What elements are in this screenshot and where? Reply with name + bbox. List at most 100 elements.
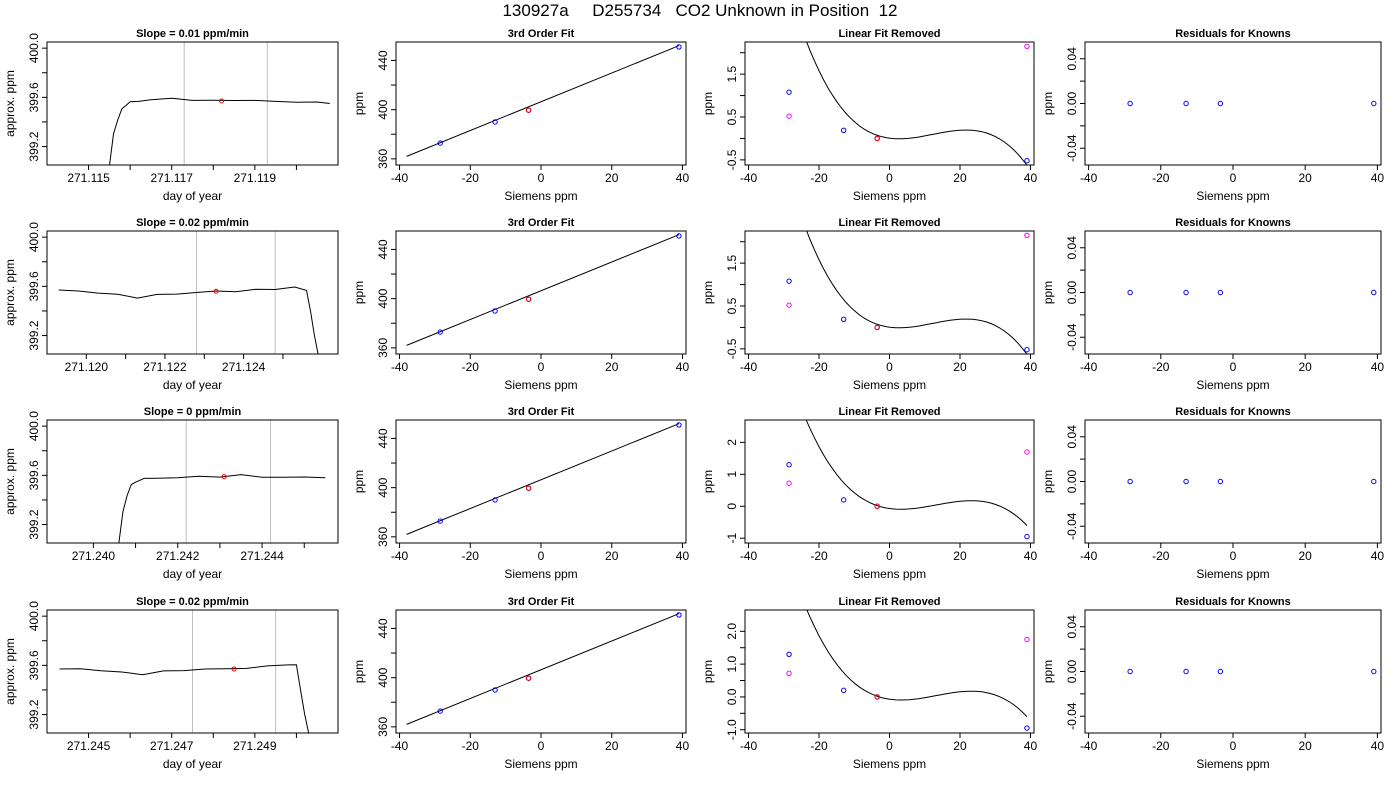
known-standard-point: [492, 687, 498, 693]
x-tick-label: 271.117: [150, 171, 193, 185]
plot-frame: [46, 41, 339, 166]
known-standard-point: [786, 278, 792, 284]
panel-title: Linear Fit Removed: [838, 217, 940, 229]
x-axis-label: Siemens ppm: [853, 567, 926, 581]
x-axis-label: Siemens ppm: [1196, 189, 1269, 203]
panel-title: Slope = 0.01 ppm/min: [136, 28, 249, 40]
y-axis-label: approx. ppm: [3, 259, 17, 326]
plot-area: [786, 42, 1030, 165]
raw-difference-point: [1024, 232, 1030, 238]
known-standard-point: [1127, 478, 1133, 485]
known-standard-point: [437, 708, 443, 714]
y-axis-label: ppm: [701, 660, 715, 683]
y-tick-label: 399.6: [27, 650, 41, 680]
series-line: [118, 474, 326, 543]
y-tick-label: 1.5: [725, 254, 739, 271]
known-standard-point: [1217, 100, 1224, 107]
panel-r2c2: 3rd Order Fit Siemens ppm ppm -40 -20 0 20 40 36…: [352, 217, 689, 392]
x-axis-label: day of year: [163, 189, 222, 203]
unknown-marker: [219, 98, 225, 104]
y-axis-label: ppm: [1041, 281, 1055, 304]
fit-curve: [806, 610, 1028, 717]
x-tick-label: -40: [391, 171, 409, 185]
y-tick-label: 399.6: [27, 460, 41, 490]
plot-frame: [744, 609, 1035, 734]
known-standard-point: [1127, 668, 1133, 675]
plot-frame: [1084, 419, 1382, 544]
raw-difference-point: [786, 113, 792, 119]
x-tick-label: 20: [1299, 360, 1313, 374]
known-standard-point: [840, 497, 847, 503]
plot-area: [118, 474, 326, 543]
x-tick-label: 0: [886, 360, 893, 374]
plot-area: [1127, 478, 1377, 485]
x-tick-label: -20: [810, 360, 828, 374]
y-axis-label: ppm: [352, 92, 366, 115]
x-tick-label: -40: [391, 739, 409, 753]
y-tick-label: 1.0: [725, 655, 739, 672]
unknown-marker: [213, 288, 219, 294]
y-tick-label: 360: [376, 338, 390, 358]
x-tick-label: 0: [538, 360, 545, 374]
x-tick-label: 40: [1371, 739, 1385, 753]
plot-frame: [395, 609, 687, 734]
x-axis-label: Siemens ppm: [504, 757, 577, 771]
known-standard-point: [1217, 289, 1224, 296]
plot-area: [109, 97, 330, 165]
unknown-sample-point: [525, 296, 532, 302]
page-title: 130927a D255734 CO2 Unknown in Position …: [502, 1, 898, 20]
known-standard-point: [1371, 668, 1377, 675]
x-tick-label: 271.124: [222, 360, 266, 374]
panel-title: Slope = 0.02 ppm/min: [136, 596, 249, 608]
plot-frame: [744, 230, 1035, 355]
panel-title: Linear Fit Removed: [838, 596, 940, 608]
y-tick-label: 400: [376, 667, 390, 687]
x-tick-label: -20: [1152, 171, 1170, 185]
plot-frame: [46, 609, 339, 734]
x-tick-label: 20: [1299, 739, 1313, 753]
fit-curve: [805, 420, 1028, 526]
x-tick-label: -20: [462, 360, 480, 374]
y-tick-label: 0.5: [725, 297, 739, 314]
y-tick-label: -0.04: [1065, 134, 1079, 162]
x-axis-label: Siemens ppm: [853, 757, 926, 771]
known-standard-point: [786, 462, 792, 468]
x-tick-label: 20: [605, 360, 619, 374]
panel-title: Linear Fit Removed: [838, 28, 940, 40]
x-tick-label: 40: [676, 171, 690, 185]
known-standard-point: [676, 612, 682, 618]
plot-area: [406, 44, 682, 157]
y-axis-label: ppm: [701, 92, 715, 115]
known-standard-point: [437, 518, 443, 524]
known-standard-point: [492, 497, 498, 503]
y-axis-label: approx. ppm: [3, 448, 17, 515]
y-tick-label: 399.6: [27, 82, 41, 112]
x-tick-label: 271.249: [233, 739, 277, 753]
y-tick-label: 440: [376, 50, 390, 70]
x-tick-label: 20: [605, 171, 619, 185]
panel-r2c3: Linear Fit Removed Siemens ppm ppm -40 -20 0 2…: [701, 217, 1037, 392]
x-tick-label: 40: [676, 549, 690, 563]
y-tick-label: 360: [376, 149, 390, 169]
y-tick-label: -0.5: [725, 149, 739, 170]
x-tick-label: 40: [676, 739, 690, 753]
series-line: [109, 97, 330, 165]
known-standard-point: [1371, 478, 1377, 485]
x-axis-label: Siemens ppm: [853, 378, 926, 392]
y-tick-label: 0.00: [1065, 469, 1079, 493]
x-tick-label: 271.242: [156, 549, 200, 563]
x-tick-label: -20: [1152, 739, 1170, 753]
y-axis-label: ppm: [701, 281, 715, 304]
x-tick-label: 0: [1230, 549, 1237, 563]
x-tick-label: -40: [740, 739, 758, 753]
y-tick-label: 440: [376, 618, 390, 638]
plot-area: [406, 612, 682, 725]
x-tick-label: -40: [391, 549, 409, 563]
raw-difference-point: [786, 302, 792, 308]
x-tick-label: -40: [1080, 739, 1098, 753]
x-tick-label: -20: [810, 171, 828, 185]
x-axis-label: Siemens ppm: [1196, 567, 1269, 581]
y-tick-label: 0.00: [1065, 280, 1079, 304]
x-tick-label: -40: [1080, 171, 1098, 185]
x-tick-label: 20: [953, 549, 967, 563]
